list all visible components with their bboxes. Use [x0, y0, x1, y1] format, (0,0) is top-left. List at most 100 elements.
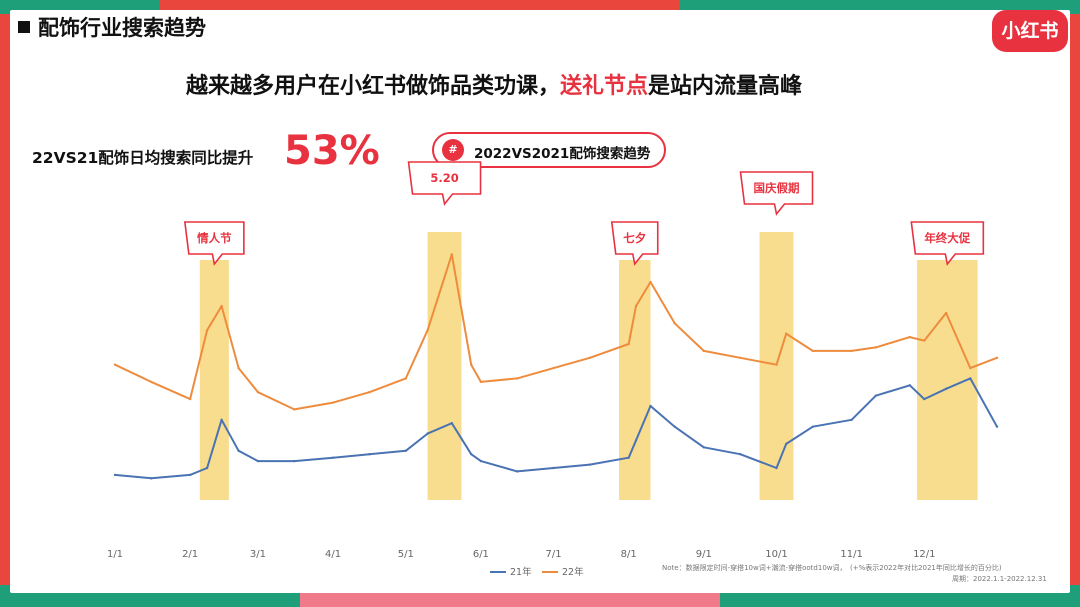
data-point [995, 356, 999, 359]
highlight-band [427, 232, 462, 500]
data-point [874, 394, 878, 397]
data-point [450, 253, 454, 256]
data-point [811, 349, 815, 353]
callout-label: 七夕 [623, 231, 646, 245]
callout-box [739, 171, 814, 216]
data-point [944, 311, 948, 315]
data-point [908, 384, 911, 387]
data-point [738, 453, 742, 456]
data-point [450, 422, 454, 425]
data-point [293, 459, 296, 463]
data-point [150, 477, 153, 480]
section-title: 配饰行业搜索趋势 [38, 16, 206, 40]
data-point [469, 363, 473, 366]
stat-label: 22VS21配饰日均搜索同比提升 [32, 149, 254, 167]
data-point [516, 377, 519, 380]
callout-label: 国庆假期 [754, 181, 800, 195]
data-point [969, 366, 972, 370]
data-point [256, 391, 260, 394]
callout-box [610, 221, 659, 266]
x-tick-label: 9/1 [696, 549, 712, 560]
legend-label: 21年 [510, 566, 532, 578]
data-point [479, 380, 483, 384]
data-point [627, 456, 630, 459]
data-point [220, 304, 223, 308]
data-point [850, 418, 853, 421]
data-point [188, 397, 192, 401]
chart-note: Note：数据限定时间-穿搭10w词+潮流-穿搭ootd10w词， (+%表示2… [662, 564, 1002, 572]
data-point [188, 473, 192, 477]
x-tick-label: 6/1 [473, 549, 489, 560]
data-point [205, 466, 209, 470]
data-point [923, 397, 926, 401]
callout-label: 情人节 [196, 231, 232, 245]
stat-value: 53% [284, 128, 380, 174]
data-point [552, 366, 555, 370]
callout-box [407, 161, 482, 206]
data-point [775, 363, 778, 366]
data-point [479, 459, 483, 463]
data-point [649, 280, 652, 284]
chart-period: 周期：2022.1.1-2022.12.31 [952, 575, 1047, 583]
data-point [469, 453, 473, 456]
data-point [944, 387, 948, 390]
data-point [256, 459, 260, 463]
data-point [784, 442, 788, 446]
headline: 越来越多用户在小红书做饰品类功课，送礼节点是站内流量高峰 [186, 68, 802, 100]
x-tick-label: 1/1 [107, 549, 123, 560]
data-point [588, 356, 592, 359]
series-line-21 [114, 377, 998, 480]
x-tick-label: 7/1 [546, 549, 562, 560]
callout-label: 年终大促 [924, 231, 970, 245]
data-point [969, 377, 972, 380]
data-point [331, 456, 335, 459]
slide-panel [10, 10, 1070, 593]
data-point [516, 470, 519, 473]
data-point [908, 335, 911, 339]
data-point [775, 466, 778, 470]
title-bullet-icon [18, 21, 30, 33]
data-point [426, 432, 429, 435]
x-tick-label: 4/1 [325, 549, 341, 560]
data-point [237, 449, 240, 452]
data-point [368, 391, 371, 394]
data-point [784, 332, 788, 335]
x-tick-label: 8/1 [621, 549, 637, 560]
data-point [673, 322, 676, 325]
series-line-22 [114, 253, 998, 411]
data-point [404, 377, 407, 380]
data-point [588, 463, 592, 466]
data-point [404, 449, 407, 452]
x-tick-label: 11/1 [840, 549, 862, 560]
data-point [552, 466, 555, 470]
data-point [874, 346, 878, 349]
data-point [702, 446, 706, 449]
data-point [331, 401, 335, 404]
highlight-band [759, 232, 794, 500]
headline-part1: 越来越多用户在小红书做饰品类功课， [186, 74, 561, 99]
headline-highlight: 送礼节点 [560, 74, 649, 99]
x-tick-label: 10/1 [765, 549, 787, 560]
data-point [923, 339, 926, 342]
data-point [634, 304, 638, 308]
data-point [673, 425, 676, 428]
data-point [205, 329, 209, 332]
highlight-band [199, 260, 229, 500]
data-point [634, 439, 638, 442]
data-point [150, 380, 153, 384]
x-tick-label: 5/1 [398, 549, 414, 560]
data-point [113, 363, 117, 366]
data-point [220, 418, 223, 421]
callout-label: 5.20 [430, 171, 458, 185]
x-tick-label: 2/1 [182, 549, 198, 560]
data-point [995, 425, 999, 428]
data-point [649, 404, 652, 408]
x-tick-label: 12/1 [913, 549, 935, 560]
data-point [738, 356, 742, 359]
highlight-band [619, 260, 651, 500]
data-point [850, 349, 853, 353]
data-point [113, 473, 117, 477]
data-point [293, 408, 296, 411]
data-point [426, 329, 429, 332]
